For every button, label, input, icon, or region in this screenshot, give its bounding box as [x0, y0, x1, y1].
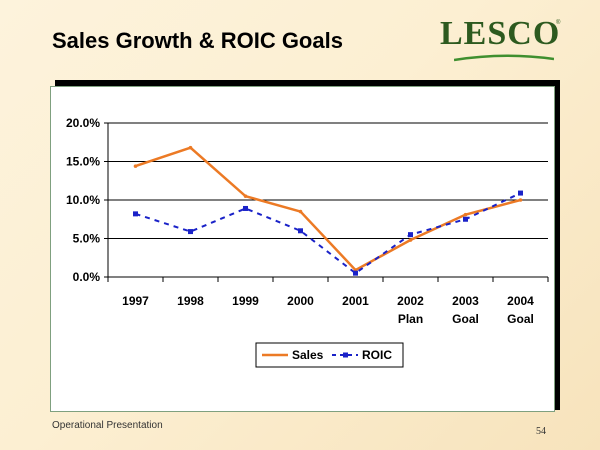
data-point-roic	[408, 232, 413, 238]
logo-wordmark: LESCO	[440, 15, 561, 52]
data-point-roic	[353, 270, 358, 276]
data-point-roic	[188, 229, 193, 235]
x-tick-label: 2000	[287, 294, 314, 308]
chart-panel: 0.0% 5.0% 10.0% 15.0% 20.0% 1997 1998 1999 2000 2…	[50, 86, 555, 412]
x-tick-label: 2004	[507, 294, 534, 308]
legend-label-sales: Sales	[292, 348, 324, 362]
data-point-sales	[188, 145, 193, 150]
x-tick-label: Plan	[398, 312, 423, 326]
data-point-sales	[518, 198, 523, 202]
slide-title: Sales Growth & ROIC Goals	[52, 28, 343, 53]
x-tick-label: Goal	[452, 312, 479, 326]
page-number: 54	[536, 426, 546, 437]
logo-registered-mark: ®	[556, 20, 561, 26]
x-tick-label: Goal	[507, 312, 534, 326]
data-point-roic	[298, 228, 303, 234]
logo-swoosh-icon	[454, 54, 554, 62]
x-tick-label: 2001	[342, 294, 369, 308]
x-tick-label: 2002	[397, 294, 424, 308]
data-point-sales	[463, 212, 468, 217]
series-line-sales	[135, 146, 521, 272]
legend-label-roic: ROIC	[362, 348, 392, 362]
x-tick-label: 2003	[452, 294, 479, 308]
y-tick-label: 15.0%	[66, 155, 100, 169]
y-tick-label: 10.0%	[66, 193, 100, 207]
y-tick-label: 5.0%	[73, 232, 101, 246]
y-tick-label: 20.0%	[66, 116, 100, 130]
data-point-roic	[243, 205, 248, 211]
lesco-logo: LESCO ®	[440, 14, 560, 62]
footer-text: Operational Presentation	[52, 420, 163, 431]
legend-marker-roic	[343, 352, 348, 358]
data-point-sales	[298, 209, 303, 214]
x-tick-label: 1998	[177, 294, 204, 308]
x-tick-label: 1997	[122, 294, 149, 308]
data-point-roic	[133, 211, 138, 217]
data-point-sales	[408, 238, 413, 242]
data-point-roic	[518, 190, 523, 196]
data-point-roic	[463, 216, 468, 222]
y-tick-label: 0.0%	[73, 270, 101, 284]
series-line-roic	[135, 192, 521, 275]
line-chart: 0.0% 5.0% 10.0% 15.0% 20.0% 1997 1998 1999 2000 2…	[66, 116, 549, 368]
x-tick-label: 1999	[232, 294, 259, 308]
data-point-sales	[133, 164, 138, 168]
data-point-sales	[243, 194, 248, 198]
